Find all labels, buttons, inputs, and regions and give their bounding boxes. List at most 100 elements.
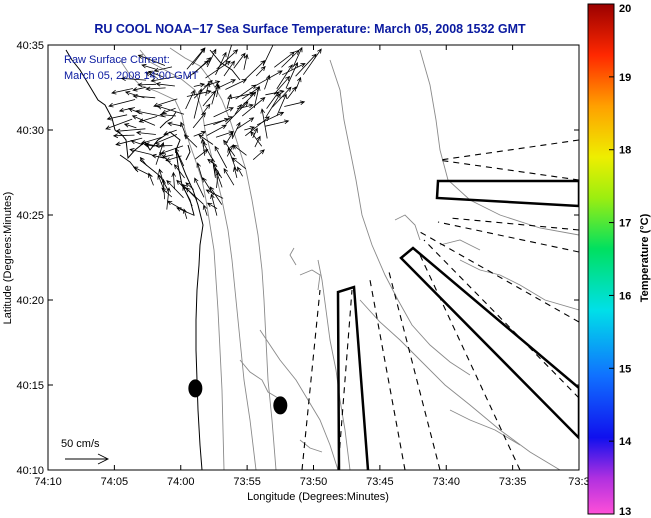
- sampling-boxes: [336, 179, 579, 470]
- current-vector: [135, 130, 156, 136]
- current-vector: [137, 82, 157, 88]
- current-vector: [206, 124, 227, 136]
- plot-area: [48, 45, 579, 470]
- current-vector: [137, 54, 166, 66]
- current-vector: [161, 187, 173, 198]
- station-markers: [188, 379, 288, 415]
- current-vector: [241, 91, 257, 107]
- current-vector: [141, 63, 156, 70]
- current-vector: [227, 147, 237, 171]
- current-vector: [216, 79, 237, 89]
- current-vector: [194, 148, 209, 160]
- current-vector: [274, 51, 295, 68]
- y-tick-label: 40:25: [16, 210, 44, 222]
- current-vector: [276, 64, 293, 90]
- current-vector: [237, 166, 243, 177]
- colorbar-tick-label: 18: [619, 145, 631, 157]
- current-vector: [115, 137, 143, 146]
- current-vector: [244, 126, 255, 131]
- chart-title: RU COOL NOAA−17 Sea Surface Temperature:…: [94, 22, 526, 36]
- current-vector: [128, 107, 143, 115]
- current-vector: [206, 48, 217, 68]
- current-vector: [209, 186, 223, 205]
- current-vector: [214, 167, 223, 188]
- current-vector: [271, 86, 292, 108]
- sampling-box-southeast: [399, 246, 579, 440]
- current-vector: [150, 76, 177, 83]
- current-vector: [244, 60, 266, 81]
- current-vector: [132, 86, 146, 92]
- current-vector: [226, 93, 233, 110]
- x-tick-label: 73:50: [300, 476, 328, 488]
- current-vector: [213, 107, 234, 118]
- legend-line-1: Raw Surface Current:: [64, 54, 170, 66]
- current-vector: [139, 156, 148, 167]
- map-layer: [65, 47, 579, 470]
- current-vector: [155, 141, 165, 165]
- current-vector: [171, 171, 176, 190]
- current-vector: [245, 116, 270, 137]
- current-vector: [145, 86, 166, 92]
- colorbar-frame: [587, 3, 615, 515]
- current-vector: [163, 129, 177, 136]
- current-vector: [130, 139, 143, 146]
- current-vector: [112, 133, 135, 139]
- current-vector: [158, 168, 163, 181]
- current-vector: [234, 103, 242, 115]
- current-vector: [232, 144, 247, 156]
- current-vector: [255, 65, 266, 77]
- current-vector: [211, 82, 219, 105]
- current-vector: [285, 61, 298, 89]
- current-vector: [302, 48, 322, 75]
- colorbar-ticks: 20 19 18 17 16 15 14 13: [609, 3, 632, 518]
- shore-feature: [119, 49, 241, 191]
- current-vector: [202, 177, 214, 196]
- current-vector: [153, 98, 178, 108]
- current-vector: [159, 112, 176, 118]
- current-vector: [198, 134, 214, 145]
- station-marker: [188, 379, 203, 398]
- current-vector: [193, 130, 207, 137]
- colorbar-tick-label: 20: [619, 3, 631, 15]
- current-vector: [286, 86, 297, 100]
- current-vector: [196, 162, 203, 181]
- current-vector: [185, 89, 195, 110]
- current-vector: [250, 130, 263, 147]
- current-vector: [155, 82, 175, 87]
- current-vector: [105, 118, 133, 130]
- colorbar-tick-label: 14: [619, 436, 632, 448]
- current-vector: [207, 158, 217, 166]
- current-vector: [193, 82, 206, 88]
- current-vector: [265, 92, 281, 118]
- current-vector: [166, 179, 184, 199]
- x-axis-label: Longitude (Degrees:Minutes): [247, 491, 389, 503]
- current-vector: [223, 139, 236, 157]
- scale-arrow-head: [97, 453, 110, 465]
- current-vector: [235, 84, 257, 100]
- colorbar-tick-label: 19: [619, 72, 631, 84]
- current-vector: [148, 172, 154, 186]
- current-vector: [115, 128, 146, 134]
- colorbar-tick-label: 16: [619, 290, 631, 302]
- current-vector: [273, 75, 291, 95]
- current-vector: [205, 81, 211, 96]
- current-vector: [167, 121, 183, 127]
- current-vector: [243, 53, 249, 70]
- current-vector: [254, 135, 261, 148]
- current-vector: [252, 127, 258, 139]
- station-marker: [273, 396, 288, 415]
- current-vector: [231, 121, 241, 139]
- current-vector: [215, 51, 227, 76]
- colorbar-gradient: [588, 4, 614, 514]
- y-tick-label: 40:20: [16, 295, 44, 307]
- current-vector: [111, 88, 133, 95]
- current-vector: [159, 151, 173, 166]
- sampling-box-east: [435, 179, 579, 208]
- current-vector: [233, 52, 246, 69]
- current-vector: [284, 100, 306, 107]
- current-vector: [236, 103, 254, 110]
- current-vector: [153, 66, 173, 73]
- current-vector: [144, 72, 157, 78]
- current-vector: [295, 76, 302, 89]
